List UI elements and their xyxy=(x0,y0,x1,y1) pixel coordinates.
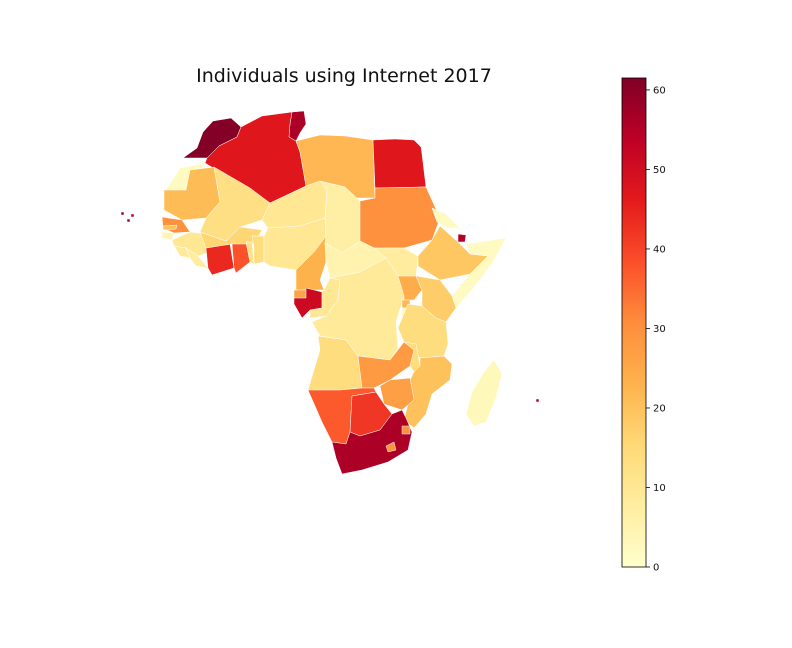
country-mozambique: Mozambique: 20 xyxy=(403,355,453,429)
country-c-te-d-ivoire: Côte d'Ivoire: 44 xyxy=(205,243,235,276)
colorbar: 0 10 20 30 40 50 60 xyxy=(621,77,666,574)
country-egypt: Egypt: 47 xyxy=(372,138,427,189)
colorbar-tick-label: 50 xyxy=(653,165,666,176)
country-gambia: Gambia: 20 xyxy=(162,224,178,231)
colorbar-tick-label: 10 xyxy=(653,483,666,494)
country-guinea-bissau: Guinea-Bissau: 4 xyxy=(161,231,175,241)
colorbar-tick-label: 0 xyxy=(653,563,659,574)
colorbar-tick-label: 60 xyxy=(653,85,666,96)
colorbar-gradient xyxy=(621,77,647,568)
colorbar-tick-label: 40 xyxy=(653,244,666,255)
country-south-africa: South Africa: 56 xyxy=(331,409,413,475)
country-equatorial-guinea: Equatorial Guinea: 26 xyxy=(293,289,307,299)
colorbar-tick-label: 20 xyxy=(653,403,666,414)
country-djibouti: Djibouti: 55 xyxy=(457,233,467,243)
country-lesotho: Lesotho: 29 xyxy=(385,441,397,453)
country-madagascar: Madagascar: 3 xyxy=(465,359,503,427)
country-eswatini: Eswatini: 30 xyxy=(401,425,411,435)
chart-title: Individuals using Internet 2017 xyxy=(196,65,492,87)
country-mauritius: Mauritius: 55 xyxy=(535,398,540,403)
colorbar-tick-label: 30 xyxy=(653,324,666,335)
country-liberia: Liberia: 8 xyxy=(185,247,209,269)
country-eritrea: Eritrea: 2 xyxy=(431,207,461,229)
africa-map: Morocco: 61Tunisia: 56Algeria: 47Libya: … xyxy=(120,110,540,475)
country-cabo-verde: Cabo Verde: 57 xyxy=(120,211,135,223)
country-benin: Benin: 14 xyxy=(251,235,265,265)
